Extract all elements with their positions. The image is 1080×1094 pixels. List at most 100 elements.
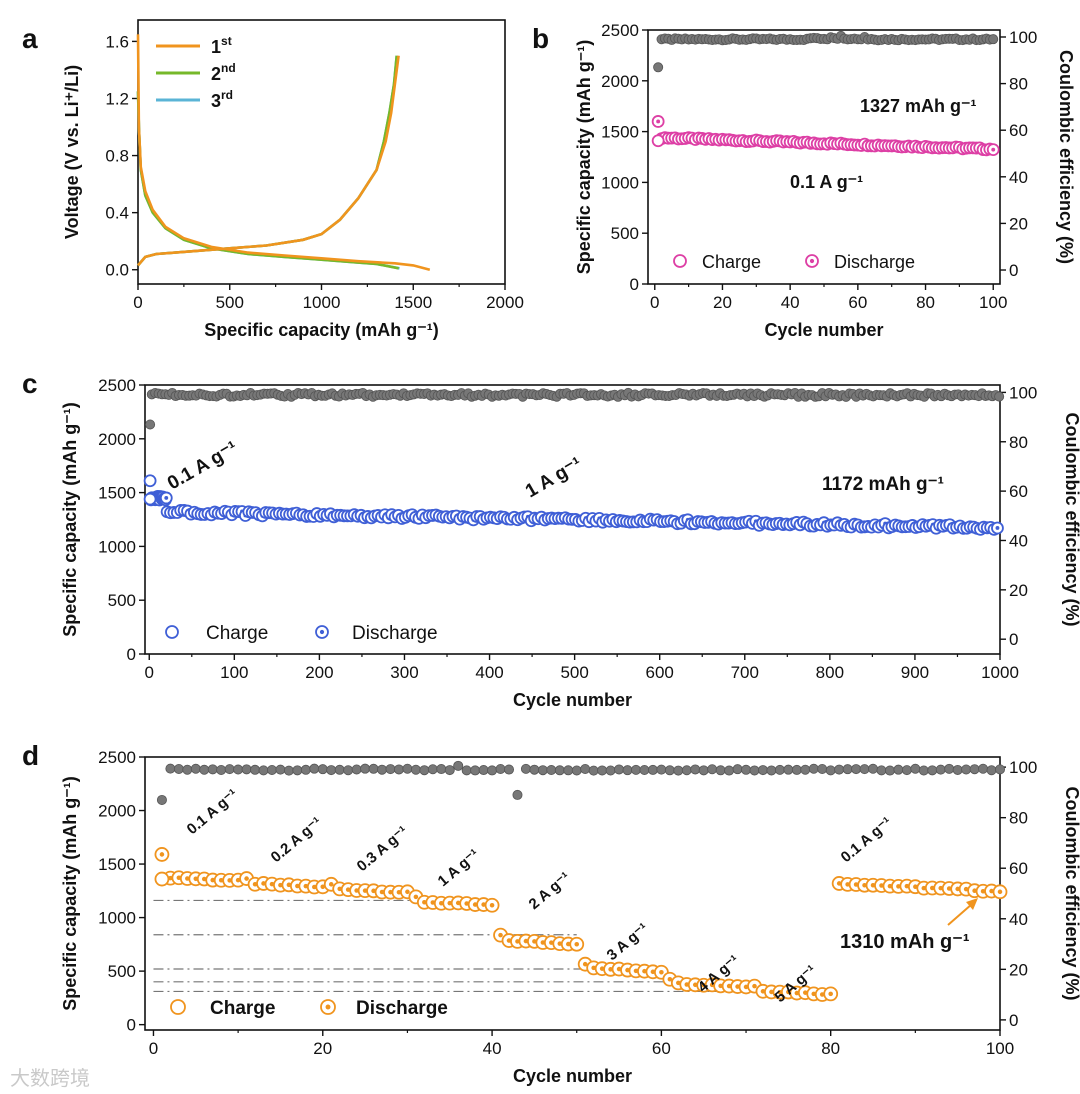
y2-tick-label-b: 0 [1009, 261, 1018, 280]
legend-label-1st: 1st [211, 34, 232, 57]
panel-d: 0 20 40 60 80 1000500100015002000250002040608… [22, 740, 1080, 1086]
x-tick-label-c: 500 [560, 663, 588, 682]
ce-point [216, 764, 227, 775]
y-tick-label-a: 0.4 [105, 204, 129, 223]
ce-point [588, 765, 599, 776]
discharge-point-center [489, 902, 495, 908]
x-tick-label-a: 2000 [486, 293, 524, 312]
watermark: 大数跨境 [10, 1066, 90, 1090]
y-tick-label-c: 1500 [98, 484, 136, 503]
ce-point [360, 763, 371, 774]
rate-label: 2 A g⁻¹ [526, 869, 574, 913]
y2-tick-label-c: 100 [1009, 383, 1037, 402]
y2-tick-label-d: 60 [1009, 859, 1028, 878]
annotation-arrowhead [966, 898, 978, 910]
ce-point [647, 764, 658, 775]
ce-point [757, 765, 768, 776]
ce-point [470, 765, 481, 776]
ce-point [377, 764, 388, 775]
ce-point [834, 764, 845, 775]
ce-point [241, 764, 252, 775]
ce-point [715, 765, 726, 776]
ce-point [901, 765, 912, 776]
y2-tick-label-c: 60 [1009, 482, 1028, 501]
legend-charge-marker-b [673, 254, 687, 268]
y2-tick-label-b: 100 [1009, 28, 1037, 47]
ce-point [537, 765, 548, 776]
x-axis-title-d: Cycle number [513, 1066, 632, 1086]
ce-point [512, 789, 523, 800]
ce-point [563, 765, 574, 776]
ce-point [487, 765, 498, 776]
ce-point [681, 765, 692, 776]
y-tick-label-b: 500 [611, 224, 639, 243]
x-tick-label-d: 40 [483, 1039, 502, 1058]
y2-tick-label-d: 20 [1009, 960, 1028, 979]
ce-point [969, 764, 980, 775]
discharge-point-center [405, 889, 410, 895]
y-tick-label-b: 1000 [601, 173, 639, 192]
ce-point [994, 391, 1005, 402]
panel-a: 0 500 1000 1500 2000 0.0 0.4 0.8 1.2 1.6 Specific … [22, 19, 524, 340]
annotation-rate-b: 0.1 A g⁻¹ [790, 172, 863, 192]
x-tick-label-b: 80 [916, 293, 935, 312]
annotation-arrow-line [947, 903, 973, 926]
x-tick-label-b: 40 [781, 293, 800, 312]
x-tick-label-b: 100 [979, 293, 1007, 312]
annotation-capacity-c: 1172 mAh g⁻¹ [822, 474, 944, 495]
ce-point [910, 763, 921, 774]
discharge-point-center [997, 889, 1003, 895]
ce-point [978, 763, 989, 774]
ce-point [182, 764, 193, 775]
ce-point [554, 765, 565, 776]
discharge-point-center [472, 902, 478, 907]
x-tick-label-c: 300 [390, 663, 418, 682]
discharge-point-center [244, 876, 249, 881]
discharge-point-center [498, 932, 503, 938]
ce-point [656, 764, 667, 775]
y-axis-title-a: Voltage (V vs. Li⁺/Li) [62, 65, 82, 239]
discharge-point-first [143, 474, 157, 488]
plot-frame-c [144, 384, 1001, 655]
ce-point [690, 764, 701, 775]
y-tick-label-b: 2000 [601, 72, 639, 91]
discharge-point-center [164, 496, 169, 500]
ce-point [300, 764, 311, 775]
discharge-point-center [574, 941, 580, 947]
ce-point [258, 765, 269, 776]
y-tick-label-d: 0 [127, 1016, 136, 1035]
y-tick-label-d: 1500 [98, 855, 136, 874]
ce-point [630, 764, 641, 775]
legend-discharge-marker-c-center [319, 629, 325, 635]
ce-point [393, 764, 404, 775]
ce-point [995, 764, 1006, 775]
rate-label: 0.1 A g⁻¹ [838, 814, 896, 866]
x-axis-title-c: Cycle number [513, 690, 632, 710]
y-tick-label-d: 2500 [98, 748, 136, 767]
y2-tick-label-d: 0 [1009, 1011, 1018, 1030]
discharge-point-center [862, 882, 867, 888]
x-tick-label-d: 20 [313, 1039, 332, 1058]
ce-point [173, 763, 184, 774]
ce-point [927, 765, 938, 776]
ce-point [825, 765, 836, 776]
legend-discharge-label-d: Discharge [356, 998, 448, 1019]
rate-label: 1 A g⁻¹ [435, 846, 483, 890]
x-tick-label-c: 800 [816, 663, 844, 682]
rate-label: 0.1 A g⁻¹ [184, 786, 242, 838]
ce-point [664, 765, 675, 776]
ce-point [165, 763, 176, 774]
y-tick-label-a: 0.8 [105, 147, 129, 166]
discharge-point-center [328, 882, 334, 887]
y2-tick-label-c: 80 [1009, 433, 1028, 452]
x-tick-label-a: 0 [133, 293, 142, 312]
x-tick-label-b: 0 [650, 293, 659, 312]
x-tick-label-c: 0 [145, 663, 154, 682]
ce-point [741, 764, 752, 775]
x-tick-label-c: 600 [646, 663, 674, 682]
annotation-capacity-d: 1310 mAh g⁻¹ [840, 931, 970, 953]
discharge-point-center [828, 991, 833, 997]
y-tick-label-a: 0.0 [105, 261, 129, 280]
ce-point [876, 765, 887, 776]
discharge-point-center [320, 884, 326, 890]
